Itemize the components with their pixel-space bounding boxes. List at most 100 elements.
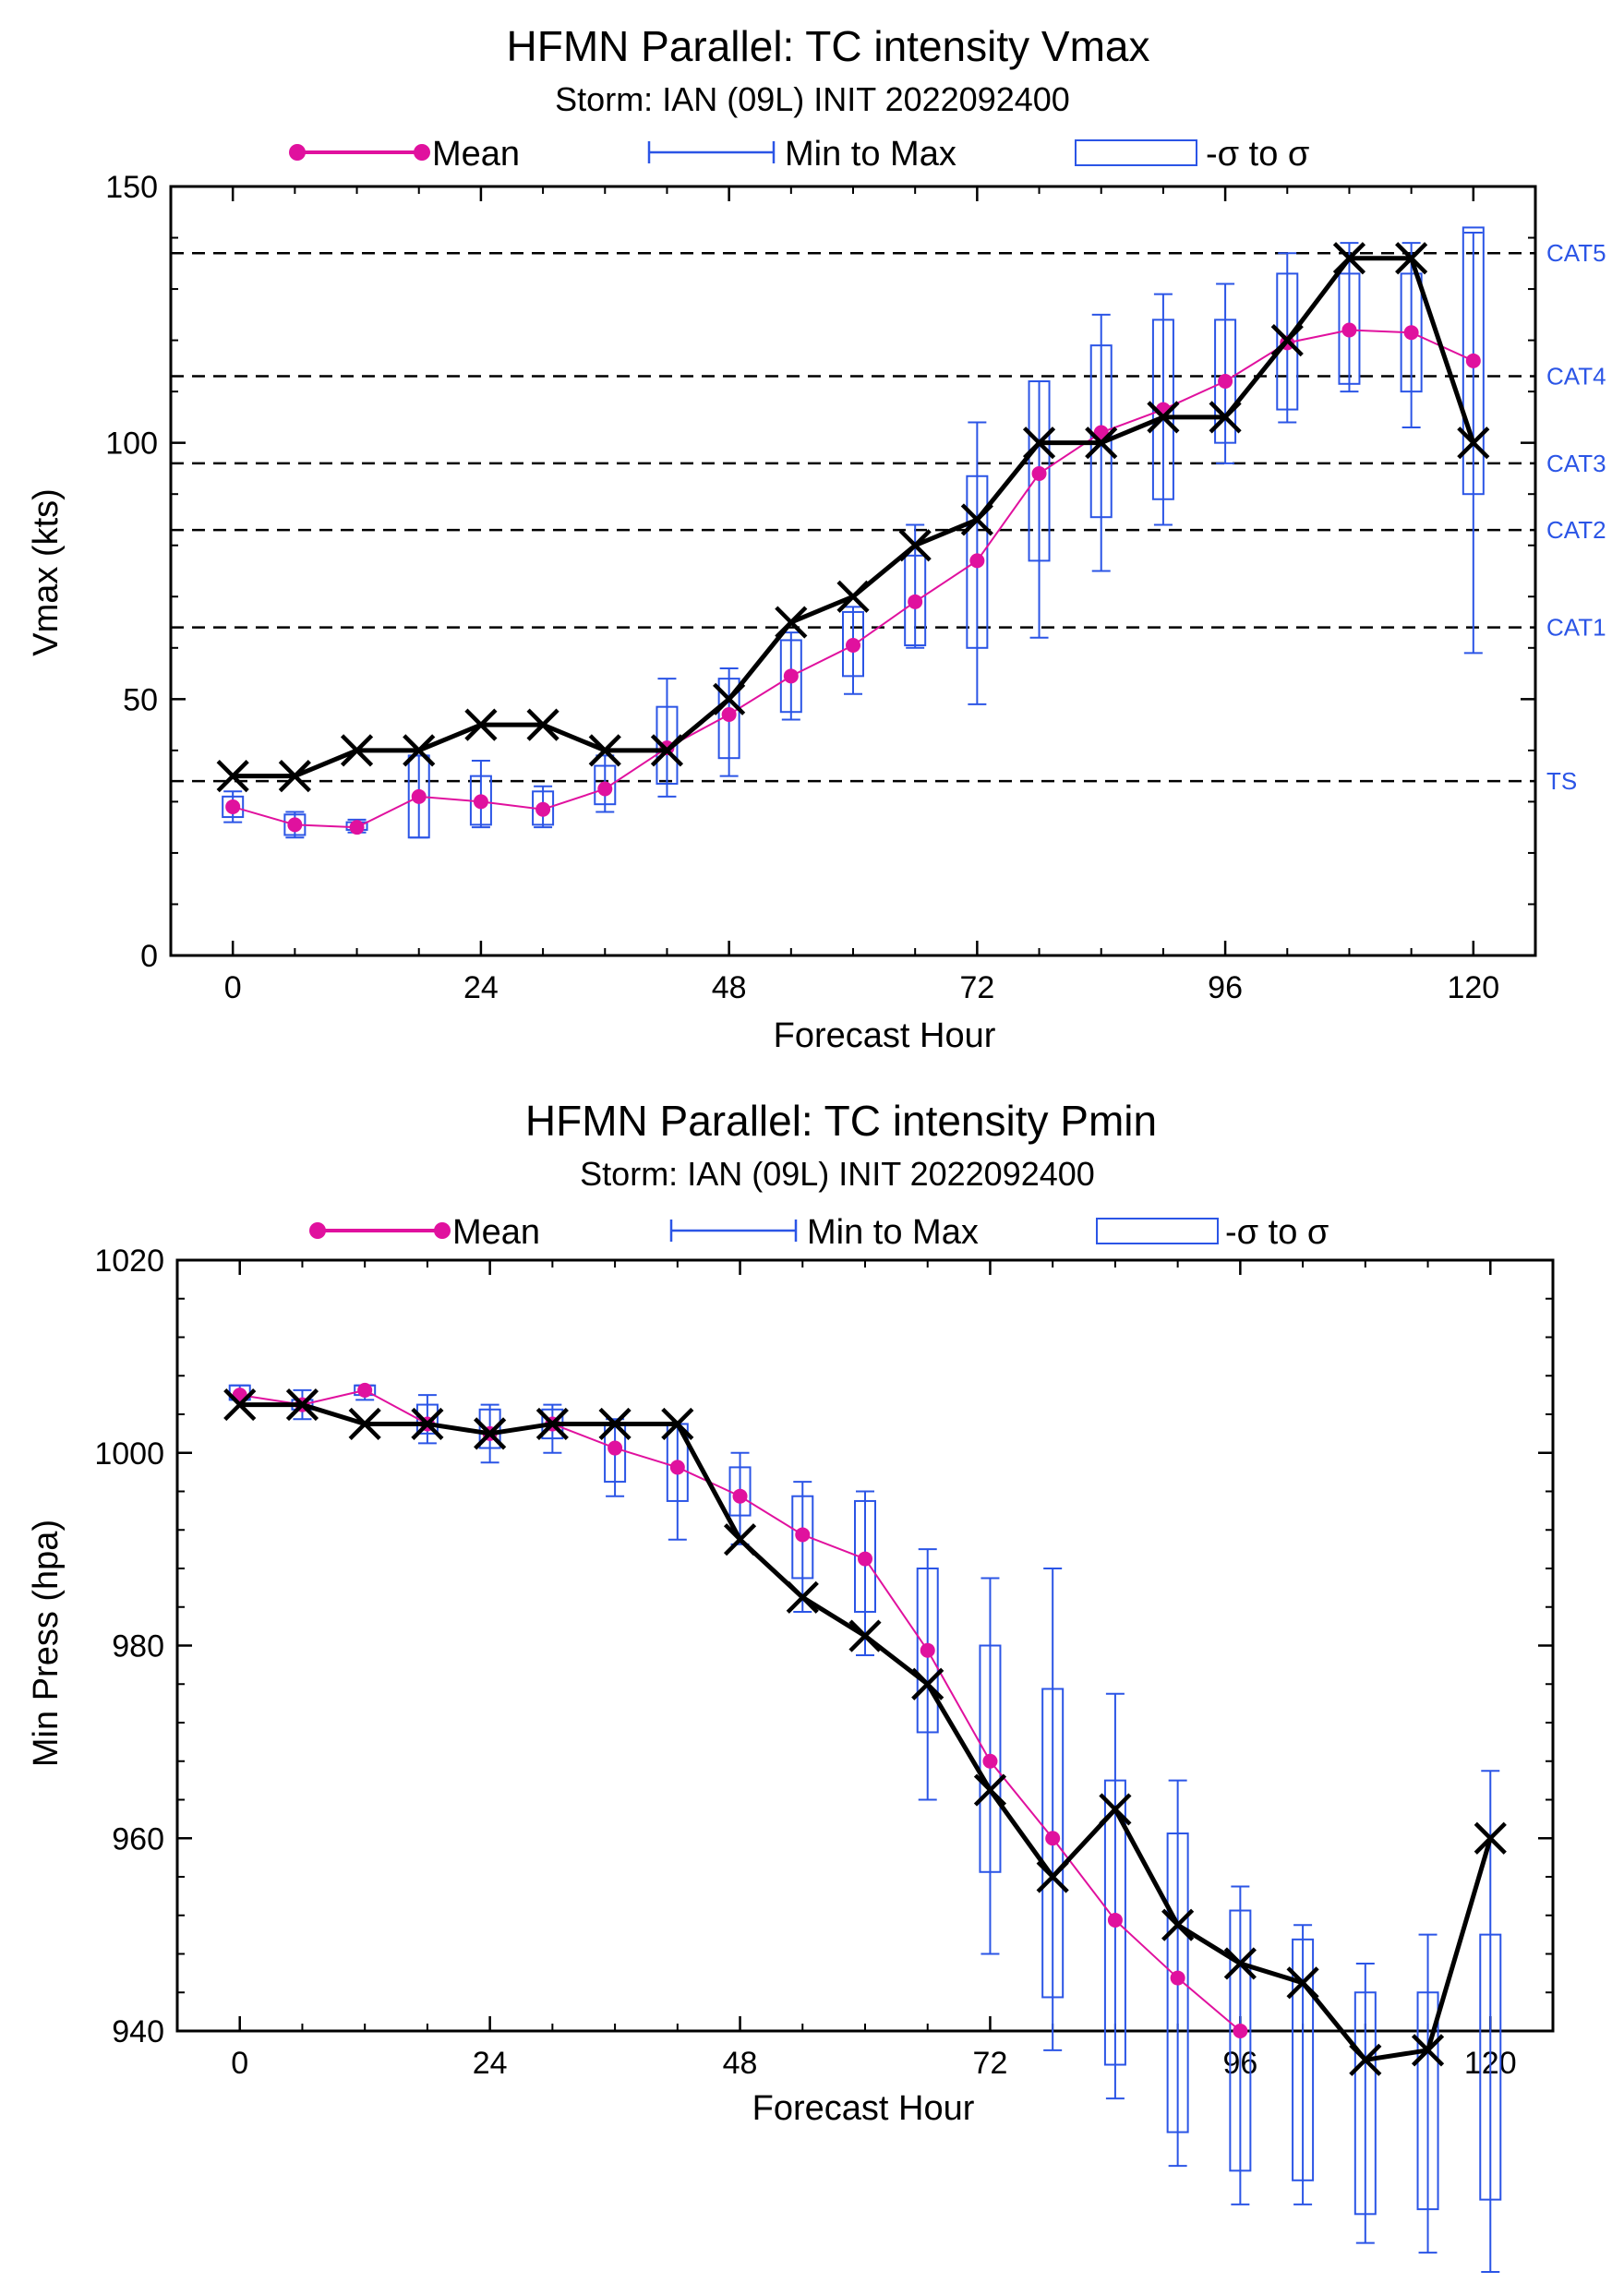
vmax-y-tick-label: 150 [105,170,158,205]
pmin-title: HFMN Parallel: TC intensity Pmin [525,1097,1157,1145]
vmax-sigma-box [222,795,245,819]
pmin-official-marker [285,1388,319,1422]
vmax-mean-point [597,781,613,797]
vmax-mean-point [969,553,985,569]
vmax-mean-point [1341,322,1357,338]
pmin-official-series [223,1388,1507,2076]
vmax-mean-point [721,706,737,722]
vmax-mean-point [1031,465,1047,481]
pmin-sigma-box [1353,1991,1377,2216]
pmin-y-tick-label: 1000 [94,1436,164,1472]
vmax-legend-mean-label: Mean [432,135,520,174]
vmax-x-tick-label: 72 [959,970,994,1005]
vmax-ref-label-cat1: CAT1 [1546,614,1606,642]
pmin-subtitle: Storm: IAN (09L) INIT 2022092400 [580,1155,1095,1193]
pmin-sigma-box [1041,1688,1065,1999]
vmax-mean-point [846,638,860,654]
vmax-official-series [216,242,1490,793]
vmax-mean-point [1403,325,1419,341]
vmax-mean-point [349,820,365,835]
pmin-sigma-box [1416,1991,1439,2211]
pmin-official-marker [786,1580,819,1614]
vmax-official-marker [650,734,684,767]
pmin-official-marker [848,1619,882,1652]
pmin-mean-point [858,1551,872,1567]
pmin-mean-point [1107,1912,1123,1928]
vmax-official-marker [1085,427,1118,460]
vmax-x-tick-label: 96 [1208,970,1243,1005]
vmax-official-marker [1147,401,1180,434]
pmin-sigma-box [791,1495,814,1580]
vmax-official-marker [464,708,498,741]
pmin-official-marker [661,1407,694,1441]
pmin-y-tick-label: 940 [112,2014,164,2049]
vmax-mean-point [411,788,427,804]
pmin-mean-point [607,1440,623,1456]
pmin-official-marker [535,1407,569,1441]
vmax-axis-ticks: 0 24 48 72 96 120 0 50 100 150 [105,170,1535,1005]
vmax-sigma-box [904,554,927,647]
pmin-mean-point [982,1753,998,1769]
vmax-official-marker [216,760,249,793]
vmax-mean-point [287,817,303,833]
vmax-ref-label-cat4: CAT4 [1546,362,1606,390]
pmin-mean-point [669,1460,685,1475]
pmin-official-marker [598,1407,632,1441]
vmax-sigma-box [1338,272,1361,385]
vmax-legend-mean-marker-right [414,144,430,161]
pmin-official-marker [911,1667,944,1700]
vmax-sigma-box [779,639,802,714]
pmin-legend: Mean Min to Max -σ to σ [309,1213,1329,1252]
vmax-reference-lines: TS CAT1 CAT2 CAT3 CAT4 CAT5 [171,239,1606,795]
vmax-official-marker [898,529,932,562]
pmin-y-axis-label: Min Press (hpa) [27,1520,66,1767]
vmax-sigma-box [842,610,864,678]
vmax-panel: HFMN Parallel: TC intensity Vmax Storm: … [27,22,1606,1055]
vmax-subtitle: Storm: IAN (09L) INIT 2022092400 [555,80,1070,118]
pmin-official-marker [1036,1860,1069,1893]
pmin-legend-mean-marker-left [309,1222,326,1239]
pmin-sigma-box [1103,1779,1126,2066]
vmax-y-tick-label: 0 [140,939,158,974]
pmin-official-marker [723,1523,757,1556]
vmax-sigma-box [656,705,679,785]
pmin-legend-sigma-box [1096,1218,1219,1244]
vmax-legend-sigma-label: -σ to σ [1206,135,1309,174]
pmin-sigma-box [854,1499,876,1613]
pmin-x-tick-label: 48 [723,2046,758,2081]
vmax-sigma-box [594,764,617,806]
vmax-official-marker [1270,324,1304,357]
pmin-sigma-box [979,1644,1002,1873]
vmax-x-tick-label: 0 [224,970,242,1005]
vmax-mean-point [1465,353,1481,368]
pmin-y-tick-label: 980 [112,1629,164,1664]
vmax-official-marker [836,580,870,613]
vmax-official-marker [588,734,621,767]
vmax-sigma-box [1028,380,1051,562]
pmin-x-tick-label: 0 [231,2046,248,2081]
vmax-x-tick-label: 48 [712,970,747,1005]
vmax-official-marker [1209,401,1242,434]
vmax-y-tick-label: 100 [105,427,158,462]
vmax-ref-label-cat3: CAT3 [1546,450,1606,477]
vmax-legend-mean-marker-left [289,144,306,161]
pmin-mean-point [732,1488,748,1504]
pmin-legend-mean-marker-right [434,1222,451,1239]
pmin-sigma-box [916,1568,939,1734]
pmin-mean-point [920,1642,935,1658]
pmin-sigma-box [1229,1909,1252,2172]
vmax-official-marker [1457,427,1490,460]
vmax-y-axis-label: Vmax (kts) [27,488,66,656]
vmax-sigma-box [717,678,740,760]
vmax-mean-point [1218,374,1233,390]
pmin-official-marker [1474,1821,1507,1855]
pmin-official-marker [1349,2043,1382,2076]
pmin-panel: HFMN Parallel: TC intensity Pmin Storm: … [27,1097,1555,2273]
vmax-official-marker [340,734,374,767]
vmax-sigma-box [1462,226,1485,496]
pmin-mean-point [1045,1831,1061,1846]
pmin-official-marker [1411,2034,1445,2067]
pmin-official-marker [1099,1793,1132,1826]
vmax-title: HFMN Parallel: TC intensity Vmax [507,22,1150,70]
